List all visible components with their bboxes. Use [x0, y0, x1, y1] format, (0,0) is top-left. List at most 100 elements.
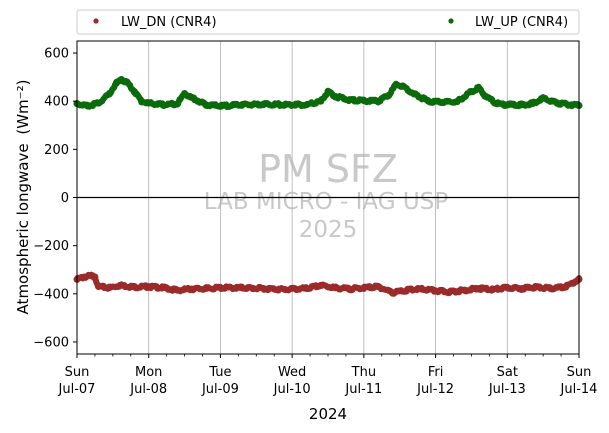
data-point	[238, 284, 246, 292]
data-point	[181, 89, 189, 97]
x-tick-label-day: Fri	[428, 365, 444, 380]
data-point	[91, 273, 99, 281]
x-tick-label-date: Jul-12	[416, 382, 454, 397]
data-point	[475, 285, 483, 293]
data-point	[116, 281, 124, 289]
data-point	[346, 96, 354, 104]
data-point	[432, 287, 440, 295]
data-point	[259, 100, 267, 108]
x-tick-label-date: Jul-11	[344, 382, 382, 397]
data-point	[95, 99, 103, 107]
data-point	[467, 88, 475, 96]
legend-marker-lw-dn	[93, 18, 99, 24]
data-point	[238, 101, 246, 109]
legend: LW_DN (CNR4) LW_UP (CNR4)	[76, 9, 580, 35]
data-point	[173, 286, 181, 294]
data-point	[424, 97, 432, 105]
data-point	[503, 101, 511, 109]
data-point	[105, 90, 113, 98]
x-axis: Sun Jul-07 Mon Jul-08 Tue Jul-09 Wed Jul-10 Thu J…	[58, 354, 598, 397]
data-point	[112, 79, 120, 87]
data-point	[281, 101, 289, 109]
data-point	[281, 285, 289, 293]
data-point	[385, 91, 393, 99]
x-tick-label-date: Jul-14	[560, 382, 598, 397]
data-point	[518, 101, 526, 109]
y-tick-label: 600	[44, 47, 69, 62]
x-tick-label-day: Sat	[497, 365, 518, 380]
data-point	[80, 273, 88, 281]
x-tick-label-day: Mon	[135, 365, 162, 380]
data-point	[561, 283, 569, 291]
x-tick-label-date: Jul-10	[273, 382, 311, 397]
y-axis-title-unit: (Wm⁻²)	[14, 80, 32, 135]
y-tick-label: −200	[33, 239, 69, 254]
x-tick-label-day: Sun	[65, 365, 90, 380]
data-point	[84, 102, 92, 110]
data-point	[145, 283, 153, 291]
data-point	[317, 97, 325, 105]
watermark-line-2: LAB MICRO - IAG USP	[204, 189, 449, 215]
data-point	[360, 97, 368, 105]
y-axis: −600 −400 −200 0 200 400 600	[33, 47, 77, 350]
data-point	[331, 92, 339, 100]
data-point	[392, 80, 400, 88]
data-point	[216, 102, 224, 110]
x-tick-label-date: Jul-09	[201, 382, 239, 397]
data-point	[346, 285, 354, 293]
data-point	[130, 283, 138, 291]
y-axis-title-text: Atmospheric longwave	[14, 143, 32, 314]
x-tick-label-date: Jul-07	[58, 382, 96, 397]
y-tick-label: 400	[44, 95, 69, 110]
data-point	[216, 284, 224, 292]
data-point	[95, 283, 103, 291]
data-point	[568, 101, 576, 109]
data-point	[123, 78, 131, 86]
x-tick-label-day: Tue	[208, 365, 231, 380]
data-point	[374, 97, 382, 105]
data-point	[503, 284, 511, 292]
data-point	[130, 88, 138, 96]
watermark: PM SFZ LAB MICRO - IAG USP 2025	[204, 147, 449, 243]
data-point	[360, 284, 368, 292]
data-point	[105, 284, 113, 292]
series-lw-dn	[73, 271, 583, 297]
data-point	[482, 92, 490, 100]
watermark-line-3: 2025	[299, 217, 358, 243]
data-point	[553, 99, 561, 107]
legend-box	[76, 9, 580, 35]
data-point	[202, 101, 210, 109]
legend-label-lw-up: LW_UP (CNR4)	[475, 15, 568, 30]
x-tick-label-date: Jul-08	[129, 382, 167, 397]
data-point	[399, 82, 407, 90]
y-tick-label: 200	[44, 143, 69, 158]
data-point	[374, 283, 382, 291]
data-point	[460, 286, 468, 294]
x-tick-label-day: Sun	[567, 365, 592, 380]
data-point	[410, 90, 418, 98]
data-series	[73, 76, 583, 297]
data-point	[539, 94, 547, 102]
watermark-line-1: PM SFZ	[258, 147, 398, 191]
series-trace	[74, 271, 582, 297]
x-tick-label-day: Wed	[278, 365, 306, 380]
data-point	[489, 285, 497, 293]
data-point	[188, 94, 196, 102]
x-axis-title: 2024	[309, 405, 347, 423]
series-lw-up	[73, 76, 583, 110]
y-tick-label: 0	[61, 191, 69, 206]
data-point	[138, 97, 146, 105]
y-tick-label: −400	[33, 287, 69, 302]
data-point	[331, 284, 339, 292]
data-point	[439, 98, 447, 106]
data-point	[446, 288, 454, 296]
data-point	[528, 100, 536, 108]
data-point	[453, 98, 461, 106]
data-point	[145, 99, 153, 107]
data-point	[417, 285, 425, 293]
data-point	[302, 101, 310, 109]
data-point	[259, 285, 267, 293]
data-point	[389, 289, 397, 297]
data-point	[159, 284, 167, 292]
